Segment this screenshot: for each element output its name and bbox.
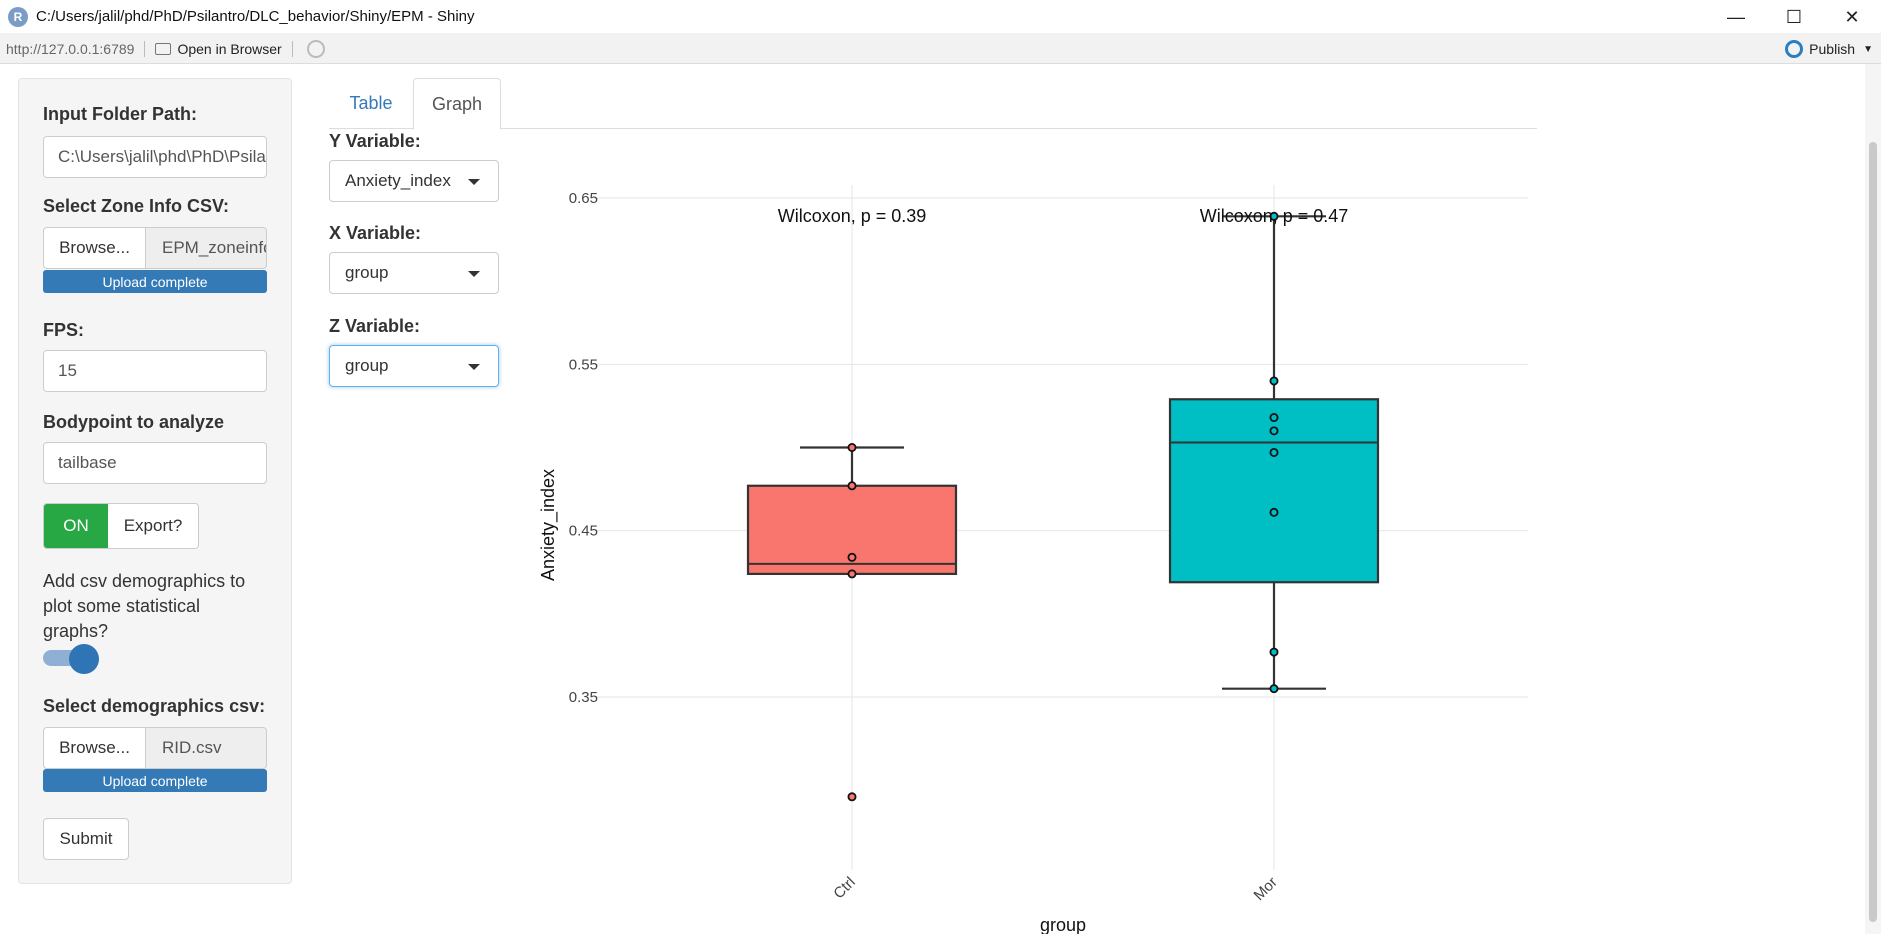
wilcoxon-annotation: Wilcoxon, p = 0.47 bbox=[1200, 206, 1349, 226]
url-text[interactable]: http://127.0.0.1:6789 bbox=[6, 40, 135, 57]
demo-upload-progress: Upload complete bbox=[43, 769, 267, 792]
y-axis-title: Anxiety_index bbox=[538, 469, 559, 581]
demographics-csv-label: Select demographics csv: bbox=[43, 696, 266, 716]
submit-button[interactable]: Submit bbox=[43, 818, 129, 860]
folder-path-input[interactable]: C:\Users\jalil\phd\PhD\Psilantro\DLC_beh… bbox=[43, 136, 267, 178]
tab-graph[interactable]: Graph bbox=[413, 78, 501, 130]
bodypoint-input[interactable]: tailbase bbox=[43, 442, 267, 484]
y-tick-label: 0.65 bbox=[569, 190, 598, 207]
demo-browse-button[interactable]: Browse... bbox=[43, 727, 146, 769]
boxplot-chart[interactable]: 0.35 0.45 0.55 0.65 Wilcoxon, p = 0.39 Ctrl Wi… bbox=[520, 170, 1540, 934]
demographics-description: Add csv demographics to plot some statis… bbox=[43, 571, 246, 641]
zone-browse-button[interactable]: Browse... bbox=[43, 227, 146, 269]
y-variable-select[interactable]: Anxiety_index bbox=[329, 160, 499, 202]
z-variable-label: Z Variable: bbox=[329, 316, 421, 336]
toggle-knob[interactable] bbox=[69, 644, 99, 674]
chevron-down-icon bbox=[468, 271, 480, 277]
folder-path-label: Input Folder Path: bbox=[43, 104, 197, 124]
zone-file-name: EPM_zoneinfo.csv bbox=[146, 227, 267, 269]
x-tick-label: Mor bbox=[1251, 874, 1281, 904]
zone-csv-file-input: Browse... EPM_zoneinfo.csv bbox=[43, 227, 267, 269]
data-point bbox=[847, 792, 857, 802]
tab-bar: Table Graph bbox=[329, 78, 1537, 130]
z-variable-select[interactable]: group bbox=[329, 345, 499, 387]
window-title: C:/Users/jalil/phd/PhD/Psilantro/DLC_beh… bbox=[36, 8, 475, 25]
sidebar-panel: Input Folder Path: C:\Users\jalil\phd\Ph… bbox=[18, 78, 292, 884]
y-tick-label: 0.55 bbox=[569, 356, 598, 373]
zone-csv-label: Select Zone Info CSV: bbox=[43, 196, 230, 216]
publish-button[interactable]: Publish ▼ bbox=[1785, 34, 1873, 64]
tab-table[interactable]: Table bbox=[349, 93, 393, 113]
divider bbox=[291, 40, 293, 57]
y-tick-label: 0.45 bbox=[569, 523, 598, 540]
data-point bbox=[1269, 376, 1279, 386]
data-point bbox=[1269, 684, 1279, 694]
address-bar: http://127.0.0.1:6789 Open in Browser Pu… bbox=[0, 34, 1881, 64]
export-switch[interactable]: ON Export? bbox=[43, 503, 199, 549]
data-point bbox=[1269, 426, 1279, 436]
demo-file-name: RID.csv bbox=[146, 727, 267, 769]
data-point bbox=[1269, 647, 1279, 657]
fps-label: FPS: bbox=[43, 320, 85, 340]
minimize-icon[interactable]: — bbox=[1727, 6, 1745, 27]
demographics-toggle[interactable] bbox=[43, 644, 99, 674]
export-switch-label[interactable]: Export? bbox=[108, 504, 198, 548]
data-point bbox=[1269, 211, 1279, 221]
y-variable-label: Y Variable: bbox=[329, 131, 421, 151]
y-tick-label: 0.35 bbox=[569, 689, 598, 706]
maximize-icon[interactable]: ☐ bbox=[1785, 6, 1803, 27]
x-axis-title: group bbox=[1040, 915, 1086, 934]
publish-icon bbox=[1785, 40, 1804, 58]
data-point bbox=[847, 481, 857, 491]
divider bbox=[144, 40, 146, 57]
fps-input[interactable]: 15 bbox=[43, 350, 267, 392]
data-point bbox=[847, 552, 857, 562]
data-point bbox=[847, 569, 857, 579]
x-variable-value: group bbox=[345, 263, 389, 282]
data-point bbox=[1269, 447, 1279, 457]
demographics-file-input: Browse... RID.csv bbox=[43, 727, 267, 769]
data-point bbox=[847, 442, 857, 452]
x-tick-label: Ctrl bbox=[830, 874, 859, 903]
open-in-browser-button[interactable]: Open in Browser bbox=[155, 40, 282, 57]
r-logo-icon: R bbox=[8, 6, 28, 27]
open-in-browser-label: Open in Browser bbox=[177, 40, 282, 57]
zone-upload-progress: Upload complete bbox=[43, 270, 267, 293]
boxplot-svg: 0.35 0.45 0.55 0.65 Wilcoxon, p = 0.39 Ctrl Wi… bbox=[538, 185, 1528, 934]
refresh-icon[interactable] bbox=[306, 39, 325, 58]
z-variable-value: group bbox=[345, 356, 389, 375]
close-icon[interactable]: ✕ bbox=[1844, 6, 1860, 27]
bodypoint-label: Bodypoint to analyze bbox=[43, 412, 225, 432]
export-switch-on[interactable]: ON bbox=[44, 504, 108, 548]
chevron-down-icon[interactable]: ▼ bbox=[1863, 43, 1873, 55]
window-controls: — ☐ ✕ bbox=[1707, 0, 1881, 34]
publish-label: Publish bbox=[1809, 41, 1856, 57]
data-point bbox=[1269, 413, 1279, 423]
scrollbar-thumb[interactable] bbox=[1869, 142, 1877, 922]
chevron-down-icon bbox=[468, 364, 480, 370]
x-variable-label: X Variable: bbox=[329, 223, 422, 243]
chevron-down-icon bbox=[468, 179, 480, 185]
x-variable-select[interactable]: group bbox=[329, 252, 499, 294]
data-point bbox=[1269, 507, 1279, 517]
page-scrollbar[interactable] bbox=[1865, 64, 1881, 934]
y-variable-value: Anxiety_index bbox=[345, 171, 451, 190]
window-titlebar: R C:/Users/jalil/phd/PhD/Psilantro/DLC_b… bbox=[0, 0, 1881, 34]
wilcoxon-annotation: Wilcoxon, p = 0.39 bbox=[778, 206, 927, 226]
browser-window-icon bbox=[155, 42, 172, 55]
